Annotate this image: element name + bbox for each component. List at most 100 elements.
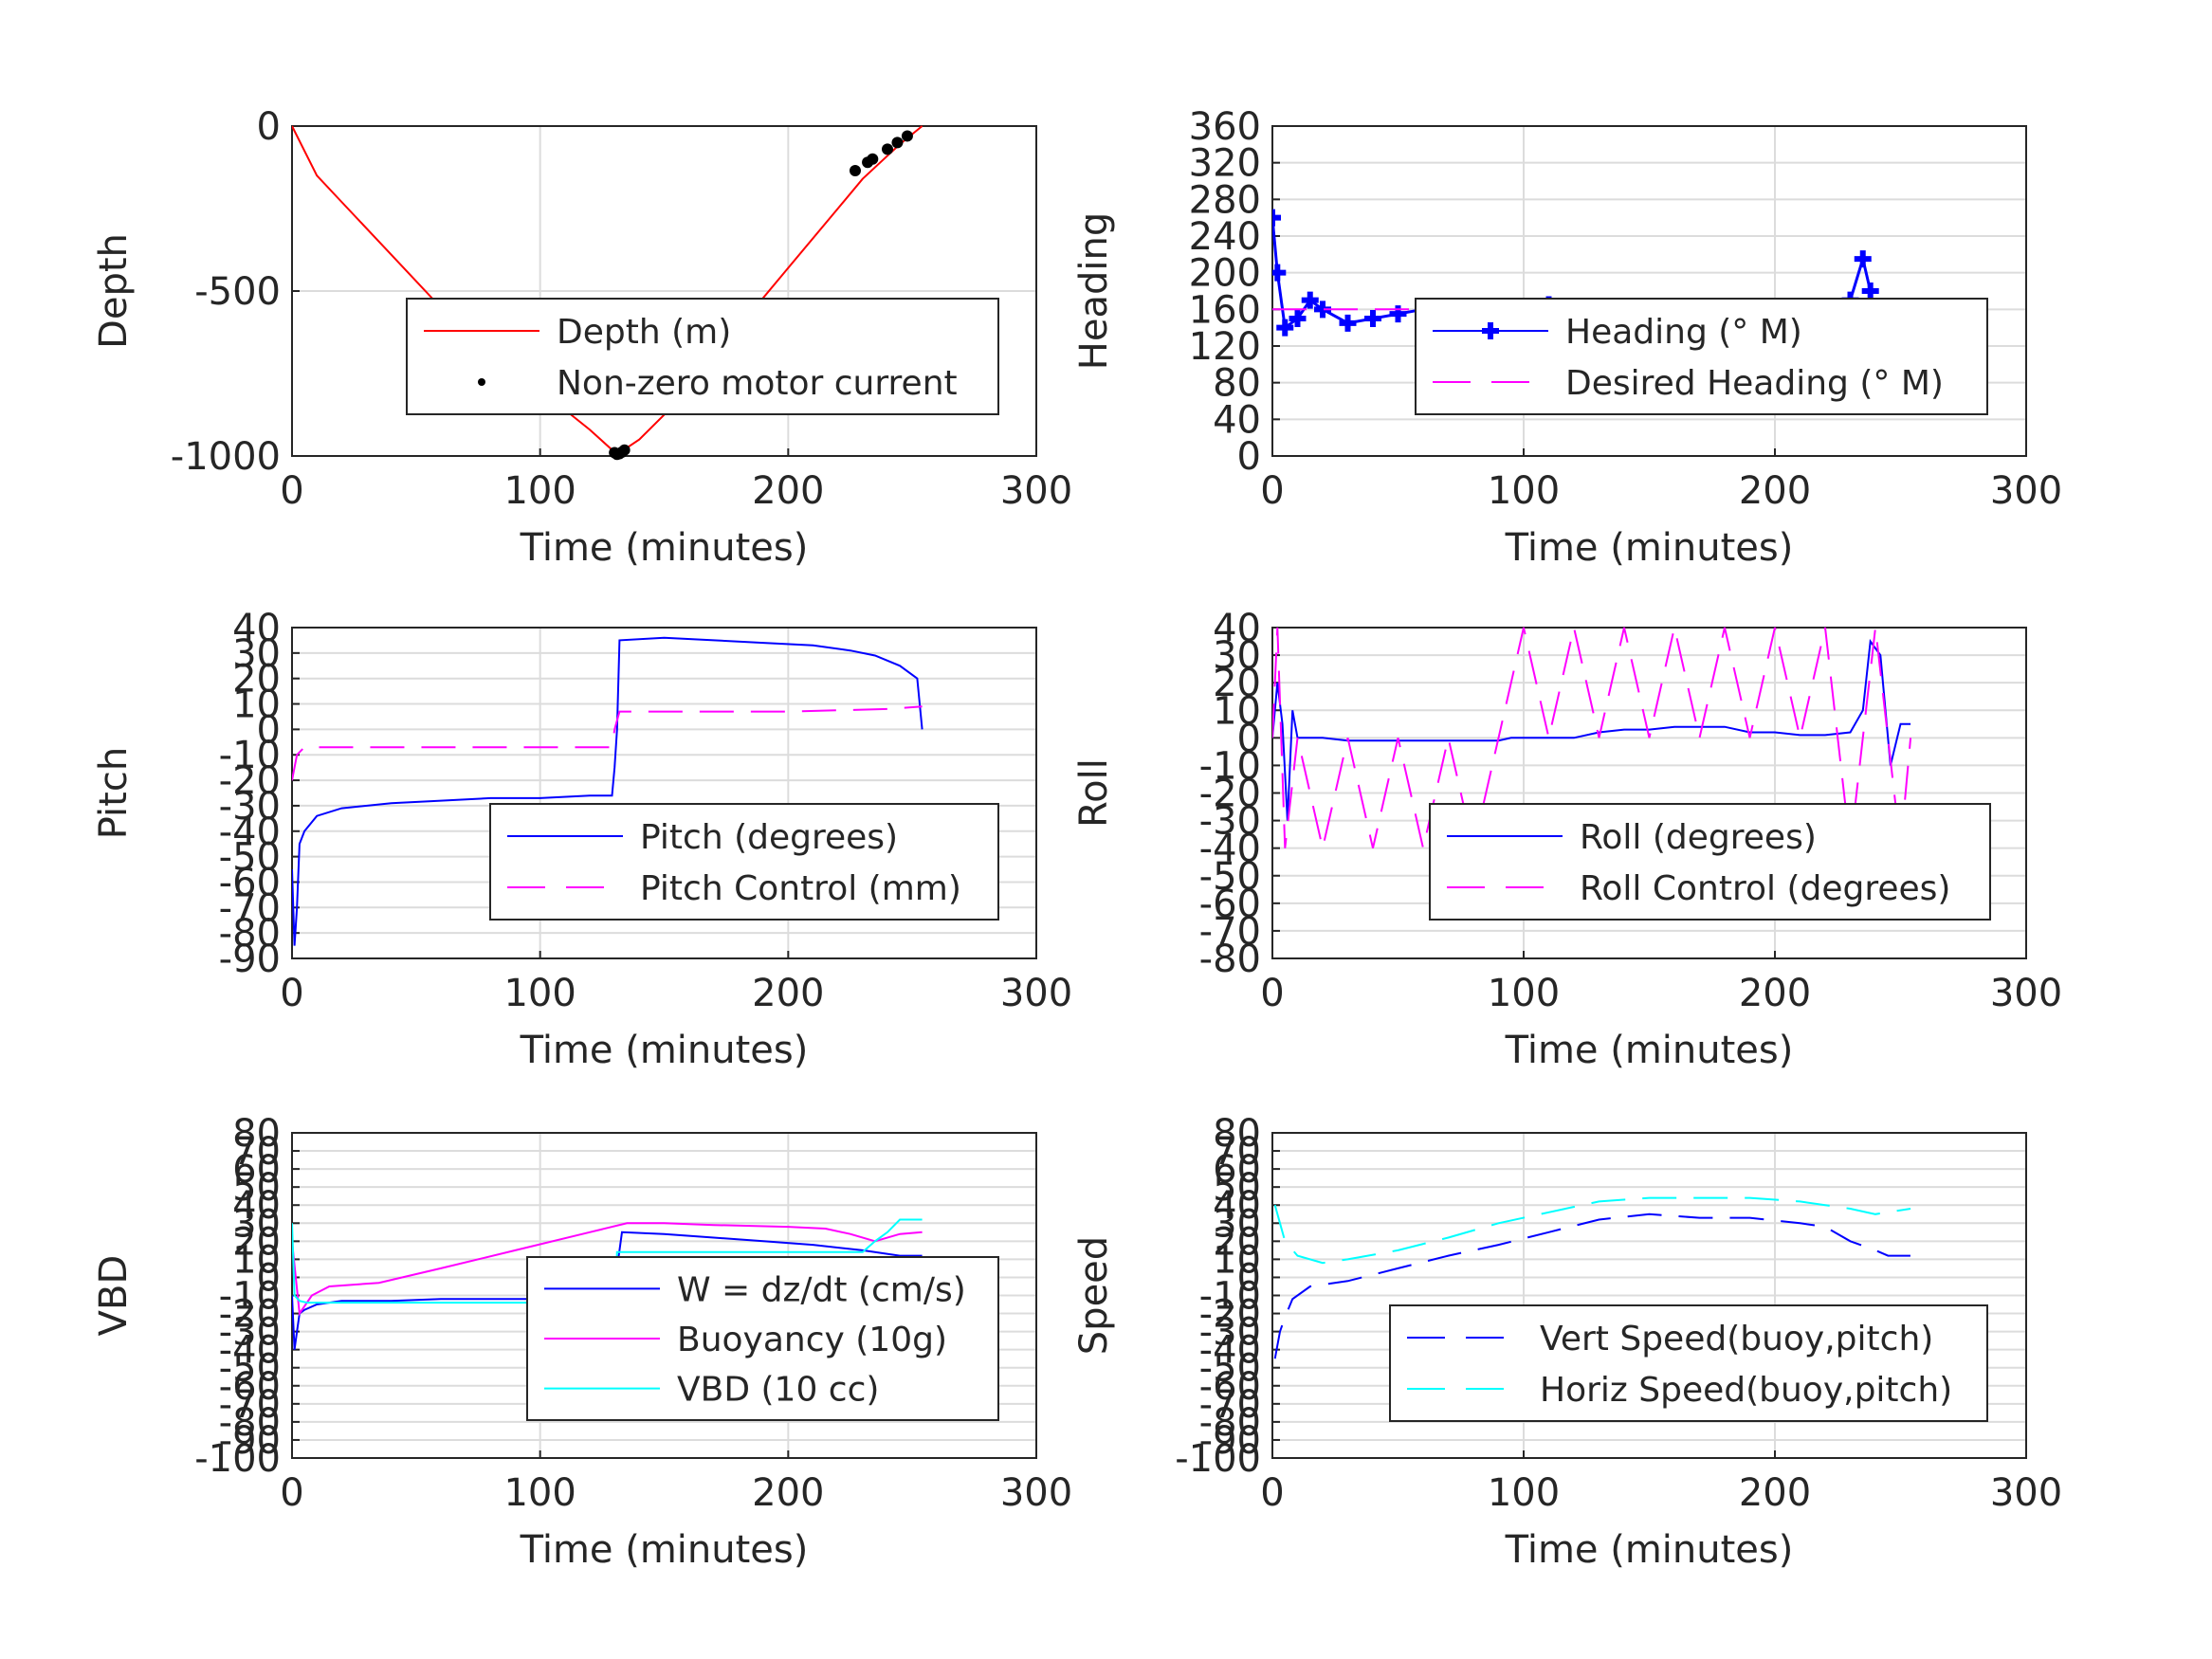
axes-box	[1271, 1132, 2027, 1459]
x-axis-label: Time (minutes)	[1505, 526, 1794, 570]
legend-label: Pitch (degrees)	[640, 818, 898, 857]
y-tick-label: 200	[1189, 252, 1261, 296]
y-tick-label: -60	[1199, 883, 1261, 926]
x-tick-label: 0	[1260, 972, 1284, 1015]
data-point	[867, 153, 879, 165]
y-tick-label: -80	[219, 912, 281, 956]
y-tick-label: -30	[219, 1311, 281, 1355]
y-tick-label: 50	[1213, 1166, 1261, 1210]
x-tick-label: 0	[1260, 1471, 1284, 1515]
data-point-marker	[1289, 310, 1307, 327]
chart-panel-1: 0 100 200 300 0 -500 -1000 Time (minutes) Depth D…	[92, 105, 1072, 570]
y-tick-label: 80	[1213, 362, 1261, 406]
legend-box	[1389, 1304, 1988, 1422]
y-tick-label: -20	[219, 1293, 281, 1337]
y-tick-label: 30	[232, 632, 281, 676]
x-axis-label: Time (minutes)	[1505, 1029, 1794, 1072]
x-tick-label: 0	[280, 1471, 303, 1515]
data-point-marker	[1861, 283, 1879, 300]
legend: Heading (° M) Desired Heading (° M)	[1415, 298, 1988, 415]
y-tick-label: -20	[219, 759, 281, 803]
chart-panel-5: 0 100 200 30080706050403020100-10-20-30-40-…	[92, 1112, 1072, 1572]
y-tick-label: 0	[1237, 435, 1261, 479]
y-axis-label: Depth	[92, 233, 136, 349]
y-axis-label: Roll	[1072, 758, 1116, 828]
x-tick-label: 300	[1990, 972, 2062, 1015]
y-tick-label: 40	[232, 607, 281, 650]
y-tick-label: 0	[1237, 1256, 1261, 1300]
x-tick-label: 0	[280, 469, 303, 513]
y-tick-label: 60	[1213, 1148, 1261, 1192]
y-tick-label: 320	[1189, 142, 1261, 186]
x-axis-label: Time (minutes)	[520, 1528, 809, 1572]
y-tick-label: 0	[257, 708, 281, 752]
legend: W = dz/dt (cm/s) Buoyancy (10g) VBD (10 cc…	[526, 1256, 999, 1421]
legend-box	[1429, 803, 1991, 921]
y-tick-label: 20	[1213, 662, 1261, 705]
y-tick-label: -50	[219, 1347, 281, 1391]
legend-label: W = dz/dt (cm/s)	[677, 1270, 966, 1309]
chart-panel-3: 0 100 200 300403020100-10-20-30-40-50-60-70…	[92, 607, 1072, 1072]
y-tick-label: 360	[1189, 105, 1261, 149]
y-tick-label: -90	[219, 938, 281, 981]
x-tick-label: 100	[503, 1471, 576, 1515]
y-tick-label: 20	[232, 658, 281, 702]
legend: Depth (m) Non-zero motor current	[406, 298, 999, 415]
y-tick-label: 10	[232, 684, 281, 727]
data-point-marker	[1364, 310, 1381, 327]
y-tick-label: 160	[1189, 288, 1261, 332]
y-tick-label: -20	[1199, 773, 1261, 816]
x-tick-label: 100	[503, 972, 576, 1015]
data-point-marker	[1272, 209, 1281, 227]
y-tick-label: -60	[219, 861, 281, 904]
x-tick-label: 300	[1990, 1471, 2062, 1515]
y-tick-label: 70	[232, 1130, 281, 1174]
y-tick-label: -90	[219, 1419, 281, 1463]
series-line	[292, 636, 923, 946]
x-axis-label: Time (minutes)	[520, 1029, 809, 1072]
axes-box	[1271, 627, 2027, 959]
y-tick-label: -1000	[171, 435, 281, 479]
x-tick-label: 0	[1260, 469, 1284, 513]
data-point-marker	[1276, 319, 1294, 337]
axes-box	[291, 627, 1037, 959]
y-tick-label: -40	[1199, 828, 1261, 871]
chart-panel-4: 0 100 200 300403020100-10-20-30-40-50-60-70…	[1072, 607, 2062, 1072]
x-tick-label: 100	[1488, 469, 1560, 513]
y-tick-label: -70	[219, 1383, 281, 1427]
y-tick-label: 20	[1213, 1220, 1261, 1264]
x-tick-label: 0	[280, 972, 303, 1015]
y-tick-label: 0	[1237, 717, 1261, 760]
y-tick-label: -30	[219, 785, 281, 829]
y-axis-label: Pitch	[92, 747, 136, 839]
plot-area	[292, 125, 923, 461]
y-tick-label: 60	[232, 1148, 281, 1192]
y-tick-label: 30	[232, 1202, 281, 1246]
x-tick-label: 100	[1488, 1471, 1560, 1515]
y-tick-label: 40	[1213, 398, 1261, 442]
legend-marker	[1482, 322, 1499, 339]
legend-label: Vert Speed(buoy,pitch)	[1540, 1320, 1933, 1358]
y-tick-label: -90	[1199, 1419, 1261, 1463]
series-line	[1273, 1212, 1911, 1359]
y-tick-label: 50	[232, 1166, 281, 1210]
y-tick-label: -80	[1199, 938, 1261, 981]
x-tick-label: 100	[1488, 972, 1560, 1015]
y-tick-label: -10	[219, 734, 281, 777]
y-tick-label: -100	[194, 1437, 281, 1481]
y-tick-label: -100	[1175, 1437, 1261, 1481]
y-tick-label: -50	[1199, 1347, 1261, 1391]
y-tick-label: -10	[1199, 1275, 1261, 1319]
y-tick-label: 40	[232, 1184, 281, 1228]
legend-label: Buoyancy (10g)	[677, 1321, 947, 1359]
axes-box	[1271, 125, 2027, 457]
y-tick-label: 240	[1189, 215, 1261, 259]
legend-box	[489, 803, 999, 921]
y-tick-label: -80	[219, 1401, 281, 1445]
y-tick-label: -70	[1199, 1383, 1261, 1427]
plot-area	[292, 636, 923, 946]
y-tick-label: -10	[1199, 744, 1261, 788]
data-point	[901, 130, 913, 142]
y-tick-label: -80	[1199, 1401, 1261, 1445]
